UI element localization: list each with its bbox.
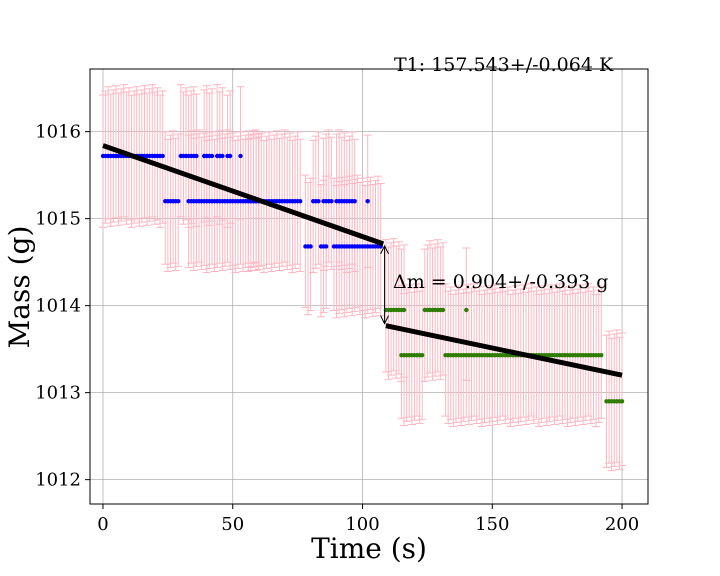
y-tick-label: 1016 xyxy=(35,122,81,143)
data-point xyxy=(619,399,625,404)
data-point xyxy=(599,353,604,358)
data-point xyxy=(220,153,225,159)
delta-arrow xyxy=(380,244,390,325)
data-point xyxy=(401,307,407,313)
data-point xyxy=(316,199,321,204)
data-point xyxy=(160,153,165,159)
data-point xyxy=(440,307,446,313)
data-point xyxy=(308,244,313,249)
x-axis-title: Time (s) xyxy=(311,532,427,565)
plot-frame xyxy=(89,68,649,505)
delta-m-annotation: Δm = 0.904+/-0.393 g xyxy=(393,271,608,293)
temperature-annotation: T1: 157.543+/-0.064 K xyxy=(394,54,614,76)
data-point xyxy=(464,307,469,313)
y-tick-label: 1015 xyxy=(35,209,81,230)
data-point xyxy=(298,199,303,204)
x-tick-label: 0 xyxy=(97,514,108,535)
y-tick-label: 1012 xyxy=(35,470,81,491)
data-point xyxy=(323,244,329,249)
x-tick-label: 100 xyxy=(345,514,379,535)
fit-lines xyxy=(102,143,623,378)
data-point xyxy=(209,153,215,159)
data-point xyxy=(238,153,243,159)
data-point xyxy=(194,153,199,159)
data-point xyxy=(227,153,233,159)
delta-arrow-head-bottom xyxy=(380,315,390,325)
x-tick-label: 200 xyxy=(605,514,639,535)
x-tick-label: 150 xyxy=(475,514,509,535)
data-point xyxy=(365,199,370,204)
axis-ticks: 0 50 100 150 200 1012 1013 1014 1015 1016 xyxy=(35,122,639,535)
data-point xyxy=(352,199,357,204)
delta-arrow-head-top xyxy=(380,244,390,255)
fit-line xyxy=(102,143,385,247)
y-tick-label: 1013 xyxy=(35,383,81,404)
y-axis-title: Mass (g) xyxy=(3,226,36,349)
x-tick-label: 50 xyxy=(221,514,244,535)
fit-line xyxy=(385,323,623,378)
data-point xyxy=(329,199,334,204)
data-point xyxy=(176,199,181,204)
data-point xyxy=(420,353,425,358)
y-tick-label: 1014 xyxy=(35,296,81,317)
